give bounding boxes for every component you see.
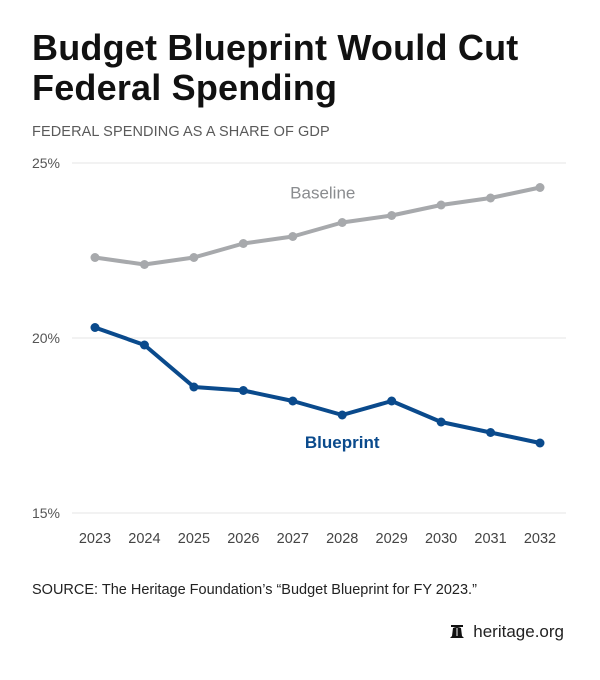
y-axis-ticks: 15% 20% 25% <box>32 155 60 521</box>
x-tick-label: 2026 <box>227 531 259 547</box>
data-point-baseline <box>337 218 347 227</box>
x-tick-label: 2032 <box>524 531 556 547</box>
data-point-baseline <box>90 253 100 262</box>
series-line-baseline <box>94 185 541 267</box>
gridlines <box>72 162 566 514</box>
data-point-baseline <box>139 260 149 269</box>
chart-subtitle: FEDERAL SPENDING AS A SHARE OF GDP <box>32 124 330 140</box>
chart-title: Budget Blueprint Would Cut Federal Spend… <box>32 27 519 108</box>
data-point-blueprint <box>139 340 149 350</box>
data-point-blueprint <box>486 428 496 437</box>
source-note: SOURCE: The Heritage Foundation’s “Budge… <box>32 582 477 598</box>
liberty-bell-icon <box>450 625 465 638</box>
x-axis-ticks: 2023 2024 2025 2026 2027 2028 2029 2030 2031 2032 <box>79 531 556 547</box>
brand-logo: heritage.org <box>449 622 564 642</box>
x-tick-label: 2023 <box>79 531 111 547</box>
data-point-baseline <box>387 211 397 220</box>
y-tick-label: 25% <box>32 155 60 171</box>
x-tick-label: 2024 <box>128 531 160 547</box>
series-annotations: Baseline Blueprint <box>290 184 380 453</box>
y-tick-label: 20% <box>32 330 60 346</box>
data-point-blueprint <box>436 417 446 427</box>
annotation-baseline: Baseline <box>290 184 355 203</box>
data-point-blueprint <box>238 386 248 395</box>
brand-text: heritage.org <box>473 622 564 641</box>
x-tick-label: 2031 <box>474 531 506 547</box>
data-point-baseline <box>189 253 199 262</box>
x-tick-label: 2027 <box>277 531 309 547</box>
data-point-baseline <box>535 183 545 192</box>
data-point-baseline <box>436 200 446 210</box>
data-point-blueprint <box>189 382 199 392</box>
x-tick-label: 2029 <box>376 531 408 547</box>
data-point-baseline <box>238 239 248 248</box>
line-chart: 15%20%25% 2023 2024 2025 2026 2027 2028 2029 20… <box>32 155 566 547</box>
data-point-blueprint <box>288 396 298 406</box>
y-tick-label: 15% <box>32 505 60 521</box>
series-lines <box>90 183 545 448</box>
data-point-baseline <box>486 193 496 203</box>
data-point-blueprint <box>387 396 397 406</box>
x-tick-label: 2025 <box>178 531 210 547</box>
x-tick-label: 2030 <box>425 531 457 547</box>
data-point-blueprint <box>535 438 545 448</box>
annotation-blueprint: Blueprint <box>305 433 380 452</box>
data-point-blueprint <box>90 323 100 332</box>
series-line-blueprint <box>94 325 541 445</box>
data-point-blueprint <box>337 410 347 420</box>
x-tick-label: 2028 <box>326 531 358 547</box>
data-point-baseline <box>288 232 298 241</box>
